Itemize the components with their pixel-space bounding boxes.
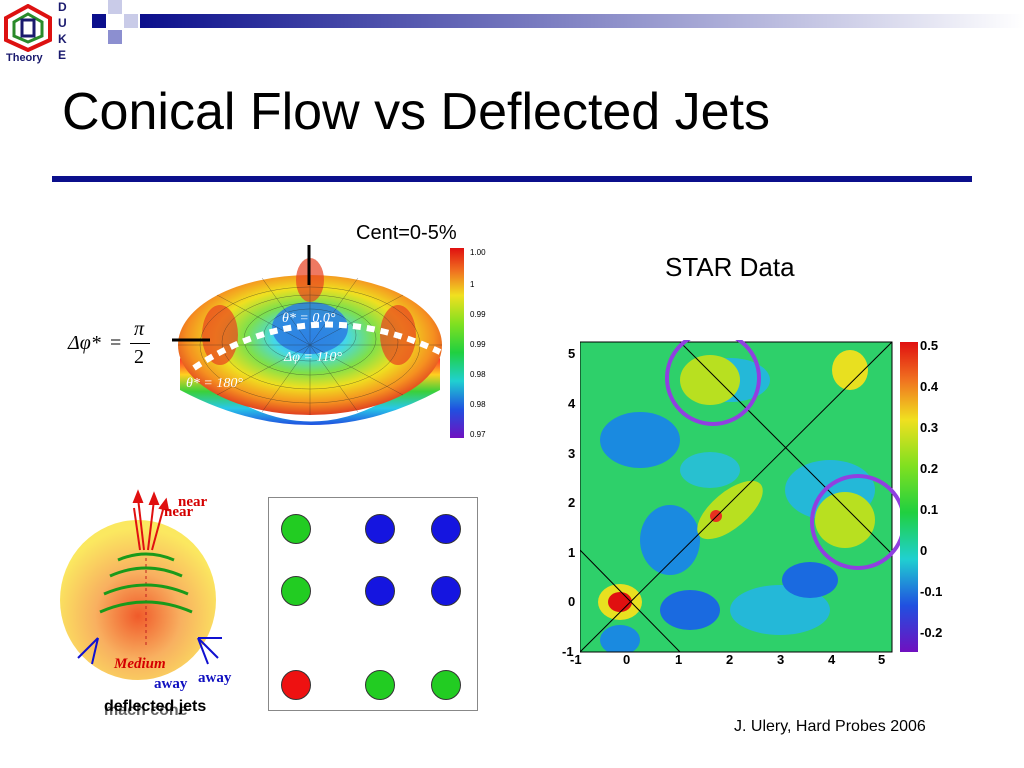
star-colorbar: [900, 342, 918, 652]
surface-colorbar: [450, 248, 464, 438]
star-x-tick: 2: [726, 652, 734, 667]
away-label-echo: away: [154, 676, 188, 692]
star-frame: [580, 341, 893, 653]
star-colorbar-ticks: 0.5 0.4 0.3 0.2 0.1 0 -0.1 -0.2: [920, 338, 970, 648]
surface-cbar-tick: 1: [470, 280, 475, 289]
surface-cbar-tick: 0.98: [470, 370, 486, 379]
formula-delta-phi: Δφ* = π 2: [68, 318, 160, 372]
slide-title: Conical Flow vs Deflected Jets: [62, 83, 771, 141]
star-plot-header: STAR Data: [665, 252, 795, 282]
star-x-tick: 5: [878, 652, 886, 667]
star-cbar-tick: 0.4: [920, 379, 939, 394]
dot: [431, 670, 461, 700]
star-x-ticks: -1 0 1 2 3 4 5: [560, 652, 900, 672]
highlight-circle-upper: [665, 340, 761, 426]
logo: Theory D U K E: [0, 0, 90, 70]
surface-label-delta-phi: Δφ = 110°: [284, 350, 342, 365]
formula-lhs: Δφ*: [68, 332, 101, 354]
surface-rim: [180, 358, 440, 425]
dot: [281, 576, 311, 606]
star-cbar-tick: -0.2: [920, 625, 943, 640]
medium-label: Medium: [114, 656, 166, 672]
star-y-tick: 0: [568, 594, 576, 609]
star-y-tick: -1: [562, 644, 574, 659]
star-cbar-tick: 0.2: [920, 461, 939, 476]
star-cbar-tick: 0.5: [920, 338, 939, 353]
surface-plot: [172, 245, 464, 438]
surface-colorbar-ticks: 1.00 1 0.99 0.99 0.98 0.98 0.97: [470, 248, 510, 448]
star-x-tick: 1: [675, 652, 683, 667]
caption-deflected-jets: deflected jets: [104, 698, 207, 715]
formula-denominator: 2: [134, 346, 144, 368]
caption-mach-cone: mach cone: [104, 702, 188, 719]
dashed-curve: [192, 321, 442, 371]
star-diagonal-up: [580, 341, 893, 653]
away-label: away: [198, 670, 232, 686]
star-y-tick: 4: [568, 396, 576, 411]
star-cbar-tick: -0.1: [920, 584, 943, 599]
star-diagonal-down-2: [580, 549, 681, 653]
medium-diagram: [60, 489, 222, 680]
mach-cone-arcs: [99, 552, 193, 614]
medium-blob: [60, 520, 216, 680]
star-cbar-tick: 0.1: [920, 502, 939, 517]
formula-numerator: π: [134, 318, 145, 340]
header-decoration: [92, 0, 1024, 44]
near-arrows: [132, 489, 170, 551]
surface-label-theta-180: θ* = 180°: [186, 376, 243, 391]
logo-letter-k: K: [58, 32, 67, 46]
star-y-tick: 5: [568, 346, 576, 361]
dot: [365, 514, 395, 544]
dot: [431, 576, 461, 606]
formula-equals: =: [110, 332, 122, 354]
star-x-tick: 3: [777, 652, 785, 667]
star-cbar-tick: 0: [920, 543, 928, 558]
star-plot: [580, 340, 918, 653]
surface-cbar-tick: 0.99: [470, 340, 486, 349]
star-cbar-tick: 0.3: [920, 420, 939, 435]
dot: [281, 514, 311, 544]
dot: [281, 670, 311, 700]
star-y-tick: 2: [568, 495, 576, 510]
surface-plot-header: Cent=0-5%: [356, 222, 457, 244]
surface-label-theta-zero: θ* = 0.0°: [282, 311, 336, 326]
star-x-tick: -1: [570, 652, 582, 667]
near-label-echo: near: [164, 504, 194, 520]
dot: [431, 514, 461, 544]
surface-cbar-tick: 0.97: [470, 430, 486, 439]
logo-emblem: [4, 4, 52, 52]
logo-letter-e: E: [58, 48, 67, 62]
surface-cbar-tick: 0.98: [470, 400, 486, 409]
title-underline: [52, 176, 972, 182]
formula-fraction-bar: [130, 343, 150, 344]
surface-cbar-tick: 0.99: [470, 310, 486, 319]
dot-grid: [268, 497, 478, 711]
surface-cbar-tick: 1.00: [470, 248, 486, 257]
star-y-ticks: 5 4 3 2 1 0 -1: [562, 342, 582, 672]
logo-theory-label: Theory: [6, 52, 43, 64]
star-y-tick: 3: [568, 446, 576, 461]
star-x-tick: 0: [623, 652, 631, 667]
slide-credit: J. Ulery, Hard Probes 2006: [734, 718, 926, 735]
away-arrows: [77, 637, 222, 665]
dot: [365, 576, 395, 606]
star-x-tick: 4: [828, 652, 836, 667]
star-y-tick: 1: [568, 545, 576, 560]
star-diagonal-down: [679, 341, 893, 555]
logo-letter-d: D: [58, 0, 67, 14]
dot: [365, 670, 395, 700]
near-label: near: [178, 494, 208, 510]
logo-letter-u: U: [58, 16, 67, 30]
